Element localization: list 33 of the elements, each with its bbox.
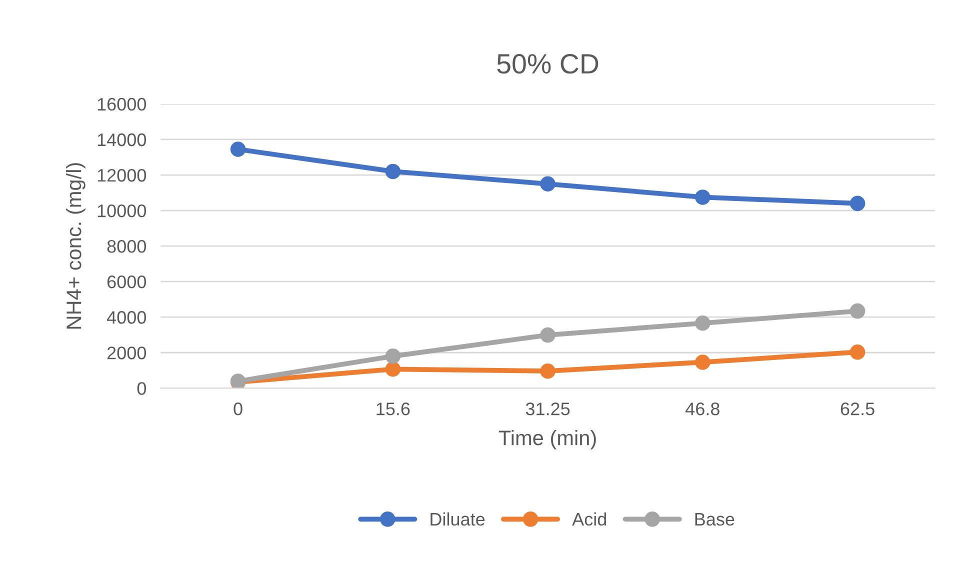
y-tick-label: 6000 [107, 276, 146, 288]
legend-label: Diluate [430, 512, 485, 526]
legend-label: Base [695, 513, 734, 526]
y-tick-label: 14000 [98, 133, 146, 146]
point [850, 303, 866, 319]
legend-label: Acid [572, 512, 606, 526]
x-axis-title: Time (min) [498, 430, 596, 450]
point [695, 316, 710, 331]
y-tick-label: 10000 [98, 204, 146, 218]
point [385, 348, 401, 364]
y-tick-label: 4000 [106, 311, 146, 324]
point [850, 196, 866, 212]
point [850, 344, 866, 360]
point [695, 190, 710, 205]
point [695, 354, 710, 370]
y-tick-label: 12000 [98, 168, 146, 182]
point [385, 164, 401, 180]
y-tick-label: 2000 [107, 346, 146, 360]
point [230, 142, 246, 157]
point [540, 176, 556, 192]
y-tick-label: 16000 [98, 98, 146, 111]
x-tick-label: 31.25 [526, 402, 570, 416]
x-tick-label: 15.6 [376, 402, 410, 416]
chart-title: 50% CD [497, 54, 598, 74]
x-tick-label: 62.5 [840, 402, 874, 416]
y-tick-label: 8000 [107, 240, 146, 253]
point [385, 362, 401, 377]
y-tick-label: 0 [137, 382, 146, 395]
point [540, 363, 556, 379]
x-tick-label: 0 [234, 402, 242, 416]
x-tick-label: 46.8 [686, 402, 720, 416]
point [540, 327, 556, 343]
y-axis-title: NH4+ conc. (mg/l) [66, 163, 86, 329]
